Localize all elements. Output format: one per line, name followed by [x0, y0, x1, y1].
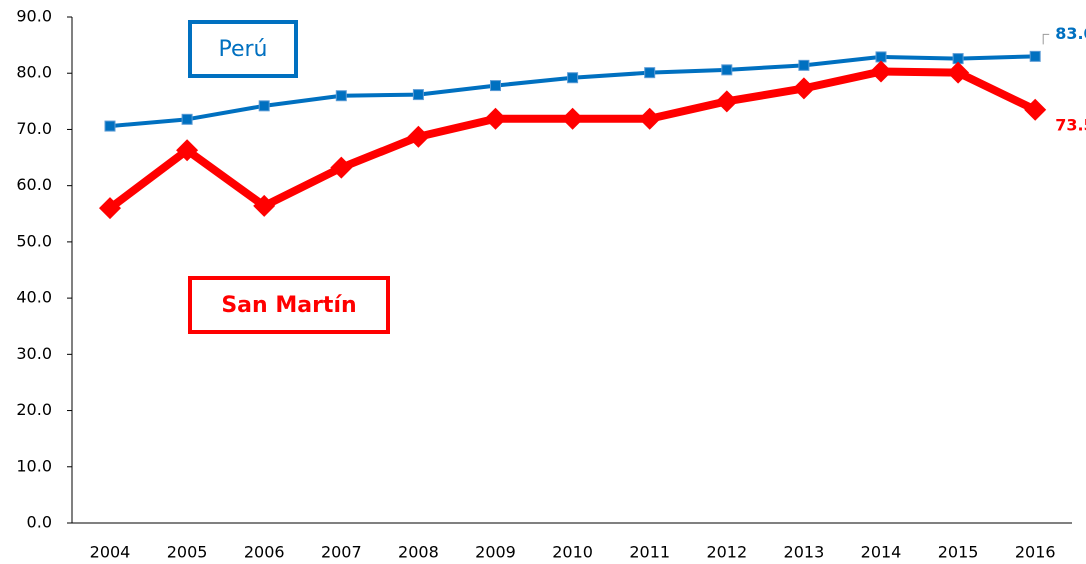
x-tick-label: 2005: [167, 543, 208, 562]
x-tick-label: 2009: [475, 543, 516, 562]
marker: [561, 107, 584, 130]
marker: [258, 100, 270, 112]
y-tick-label: 50.0: [16, 231, 52, 250]
marker: [947, 61, 970, 84]
x-tick-label: 2007: [321, 543, 362, 562]
x-tick-label: 2004: [90, 543, 131, 562]
marker: [99, 197, 121, 220]
x-tick-label: 2016: [1015, 543, 1056, 562]
data-label: 73.5: [1055, 115, 1086, 134]
legend-box: [188, 276, 390, 334]
marker: [412, 89, 424, 101]
x-tick-label: 2013: [784, 543, 825, 562]
x-tick-label: 2012: [706, 543, 747, 562]
marker: [335, 90, 347, 102]
marker: [253, 194, 276, 217]
marker: [181, 113, 193, 125]
marker: [104, 120, 116, 132]
marker: [490, 80, 501, 92]
y-tick-label: 10.0: [16, 456, 52, 475]
marker: [792, 77, 815, 100]
marker: [567, 72, 579, 84]
marker: [176, 139, 199, 162]
y-tick-label: 20.0: [16, 400, 52, 419]
marker: [798, 59, 810, 71]
legend-label: San Martín: [221, 293, 356, 318]
legend-box: [188, 20, 298, 78]
marker: [644, 67, 656, 79]
marker: [407, 125, 430, 148]
x-tick-label: 2014: [861, 543, 902, 562]
marker: [875, 51, 887, 63]
marker: [638, 107, 661, 130]
marker: [484, 107, 507, 130]
legend-label: Perú: [218, 37, 267, 62]
x-tick-label: 2006: [244, 543, 285, 562]
marker: [721, 64, 733, 76]
y-tick-label: 70.0: [16, 119, 52, 138]
x-tick-label: 2010: [552, 543, 593, 562]
x-tick-label: 2008: [398, 543, 439, 562]
marker: [330, 156, 353, 179]
x-tick-label: 2015: [938, 543, 979, 562]
y-tick-label: 40.0: [16, 288, 52, 307]
y-tick-label: 60.0: [16, 175, 52, 194]
leader-line: [1042, 33, 1050, 45]
y-tick-label: 0.0: [27, 513, 52, 532]
y-tick-label: 80.0: [16, 63, 52, 82]
marker: [1024, 98, 1047, 121]
marker: [1029, 50, 1041, 62]
data-label: 83.0: [1055, 24, 1086, 43]
y-tick-label: 90.0: [16, 7, 52, 26]
x-tick-label: 2011: [629, 543, 670, 562]
marker: [870, 60, 892, 83]
marker: [715, 90, 738, 113]
y-tick-label: 30.0: [16, 344, 52, 363]
series-line: [107, 67, 1037, 212]
